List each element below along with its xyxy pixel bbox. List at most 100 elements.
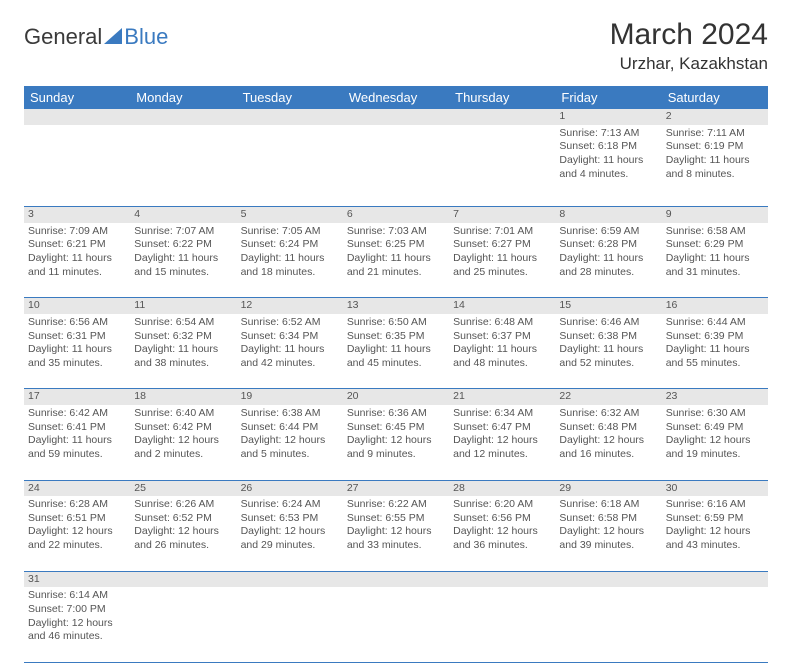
page-title: March 2024 xyxy=(610,18,768,52)
day-number-cell: 9 xyxy=(662,207,768,223)
cell-sunrise: Sunrise: 6:32 AM xyxy=(559,407,657,421)
cell-sunset: Sunset: 6:59 PM xyxy=(666,512,764,526)
day-cell: Sunrise: 6:54 AMSunset: 6:32 PMDaylight:… xyxy=(130,314,236,389)
cell-day1: Daylight: 12 hours xyxy=(28,525,126,539)
day-number-cell xyxy=(343,109,449,125)
cell-sunrise: Sunrise: 7:07 AM xyxy=(134,225,232,239)
cell-sunset: Sunset: 6:22 PM xyxy=(134,238,232,252)
day-number-cell: 4 xyxy=(130,207,236,223)
cell-day1: Daylight: 11 hours xyxy=(241,252,339,266)
cell-sunset: Sunset: 6:29 PM xyxy=(666,238,764,252)
cell-sunset: Sunset: 6:45 PM xyxy=(347,421,445,435)
day-cell: Sunrise: 7:07 AMSunset: 6:22 PMDaylight:… xyxy=(130,223,236,298)
cell-day2: and 15 minutes. xyxy=(134,266,232,280)
day-number-cell: 11 xyxy=(130,298,236,314)
day-number-cell xyxy=(662,571,768,587)
cell-day2: and 2 minutes. xyxy=(134,448,232,462)
day-cell xyxy=(24,125,130,207)
cell-day2: and 4 minutes. xyxy=(559,168,657,182)
cell-sunrise: Sunrise: 6:54 AM xyxy=(134,316,232,330)
cell-sunrise: Sunrise: 6:22 AM xyxy=(347,498,445,512)
day-number-cell: 28 xyxy=(449,480,555,496)
cell-day2: and 36 minutes. xyxy=(453,539,551,553)
cell-day1: Daylight: 12 hours xyxy=(241,525,339,539)
cell-sunset: Sunset: 6:58 PM xyxy=(559,512,657,526)
cell-day1: Daylight: 12 hours xyxy=(134,525,232,539)
cell-day2: and 52 minutes. xyxy=(559,357,657,371)
day-number-cell: 20 xyxy=(343,389,449,405)
cell-day1: Daylight: 11 hours xyxy=(347,343,445,357)
day-cell: Sunrise: 6:52 AMSunset: 6:34 PMDaylight:… xyxy=(237,314,343,389)
day-cell: Sunrise: 6:20 AMSunset: 6:56 PMDaylight:… xyxy=(449,496,555,571)
cell-day1: Daylight: 12 hours xyxy=(559,434,657,448)
cell-day2: and 21 minutes. xyxy=(347,266,445,280)
cell-sunset: Sunset: 7:00 PM xyxy=(28,603,126,617)
day-cell xyxy=(449,587,555,662)
cell-day2: and 9 minutes. xyxy=(347,448,445,462)
cell-day1: Daylight: 11 hours xyxy=(559,154,657,168)
day-cell xyxy=(555,587,661,662)
day-number-cell: 3 xyxy=(24,207,130,223)
day-cell xyxy=(237,587,343,662)
day-number-cell: 17 xyxy=(24,389,130,405)
cell-day1: Daylight: 12 hours xyxy=(347,525,445,539)
cell-sunset: Sunset: 6:19 PM xyxy=(666,140,764,154)
cell-sunrise: Sunrise: 7:03 AM xyxy=(347,225,445,239)
cell-day1: Daylight: 11 hours xyxy=(453,252,551,266)
title-block: March 2024 Urzhar, Kazakhstan xyxy=(610,18,768,74)
day-number-cell: 25 xyxy=(130,480,236,496)
cell-sunrise: Sunrise: 6:59 AM xyxy=(559,225,657,239)
day-number-cell xyxy=(237,571,343,587)
day-cell: Sunrise: 7:11 AMSunset: 6:19 PMDaylight:… xyxy=(662,125,768,207)
cell-sunrise: Sunrise: 6:52 AM xyxy=(241,316,339,330)
day-cell: Sunrise: 7:01 AMSunset: 6:27 PMDaylight:… xyxy=(449,223,555,298)
day-number-cell: 16 xyxy=(662,298,768,314)
cell-sunset: Sunset: 6:21 PM xyxy=(28,238,126,252)
day-number-cell xyxy=(555,571,661,587)
day-cell: Sunrise: 6:38 AMSunset: 6:44 PMDaylight:… xyxy=(237,405,343,480)
cell-day2: and 5 minutes. xyxy=(241,448,339,462)
cell-day1: Daylight: 12 hours xyxy=(453,525,551,539)
cell-day2: and 22 minutes. xyxy=(28,539,126,553)
day-number-cell: 31 xyxy=(24,571,130,587)
cell-sunrise: Sunrise: 6:58 AM xyxy=(666,225,764,239)
cell-day1: Daylight: 12 hours xyxy=(28,617,126,631)
cell-sunrise: Sunrise: 6:44 AM xyxy=(666,316,764,330)
cell-day2: and 33 minutes. xyxy=(347,539,445,553)
day-cell: Sunrise: 6:22 AMSunset: 6:55 PMDaylight:… xyxy=(343,496,449,571)
cell-sunrise: Sunrise: 6:18 AM xyxy=(559,498,657,512)
day-number-cell: 19 xyxy=(237,389,343,405)
cell-day2: and 31 minutes. xyxy=(666,266,764,280)
cell-day2: and 59 minutes. xyxy=(28,448,126,462)
cell-sunset: Sunset: 6:51 PM xyxy=(28,512,126,526)
day-cell: Sunrise: 6:50 AMSunset: 6:35 PMDaylight:… xyxy=(343,314,449,389)
day-cell: Sunrise: 6:26 AMSunset: 6:52 PMDaylight:… xyxy=(130,496,236,571)
day-cell: Sunrise: 7:03 AMSunset: 6:25 PMDaylight:… xyxy=(343,223,449,298)
day-number-cell: 18 xyxy=(130,389,236,405)
cell-sunrise: Sunrise: 6:36 AM xyxy=(347,407,445,421)
day-cell: Sunrise: 6:42 AMSunset: 6:41 PMDaylight:… xyxy=(24,405,130,480)
day-number-cell: 15 xyxy=(555,298,661,314)
day-number-cell xyxy=(130,571,236,587)
day-number-cell: 10 xyxy=(24,298,130,314)
day-cell xyxy=(237,125,343,207)
day-cell: Sunrise: 6:44 AMSunset: 6:39 PMDaylight:… xyxy=(662,314,768,389)
cell-sunrise: Sunrise: 6:48 AM xyxy=(453,316,551,330)
cell-sunset: Sunset: 6:55 PM xyxy=(347,512,445,526)
cell-sunset: Sunset: 6:39 PM xyxy=(666,330,764,344)
cell-sunrise: Sunrise: 7:05 AM xyxy=(241,225,339,239)
day-cell: Sunrise: 7:13 AMSunset: 6:18 PMDaylight:… xyxy=(555,125,661,207)
cell-sunset: Sunset: 6:49 PM xyxy=(666,421,764,435)
cell-sunset: Sunset: 6:41 PM xyxy=(28,421,126,435)
day-number-cell: 24 xyxy=(24,480,130,496)
cell-sunset: Sunset: 6:27 PM xyxy=(453,238,551,252)
day-header: Monday xyxy=(130,86,236,109)
week-row: Sunrise: 7:13 AMSunset: 6:18 PMDaylight:… xyxy=(24,125,768,207)
cell-sunrise: Sunrise: 6:56 AM xyxy=(28,316,126,330)
day-cell: Sunrise: 6:24 AMSunset: 6:53 PMDaylight:… xyxy=(237,496,343,571)
daynum-row: 10111213141516 xyxy=(24,298,768,314)
day-cell: Sunrise: 6:58 AMSunset: 6:29 PMDaylight:… xyxy=(662,223,768,298)
week-row: Sunrise: 6:56 AMSunset: 6:31 PMDaylight:… xyxy=(24,314,768,389)
cell-day2: and 8 minutes. xyxy=(666,168,764,182)
day-number-cell: 1 xyxy=(555,109,661,125)
